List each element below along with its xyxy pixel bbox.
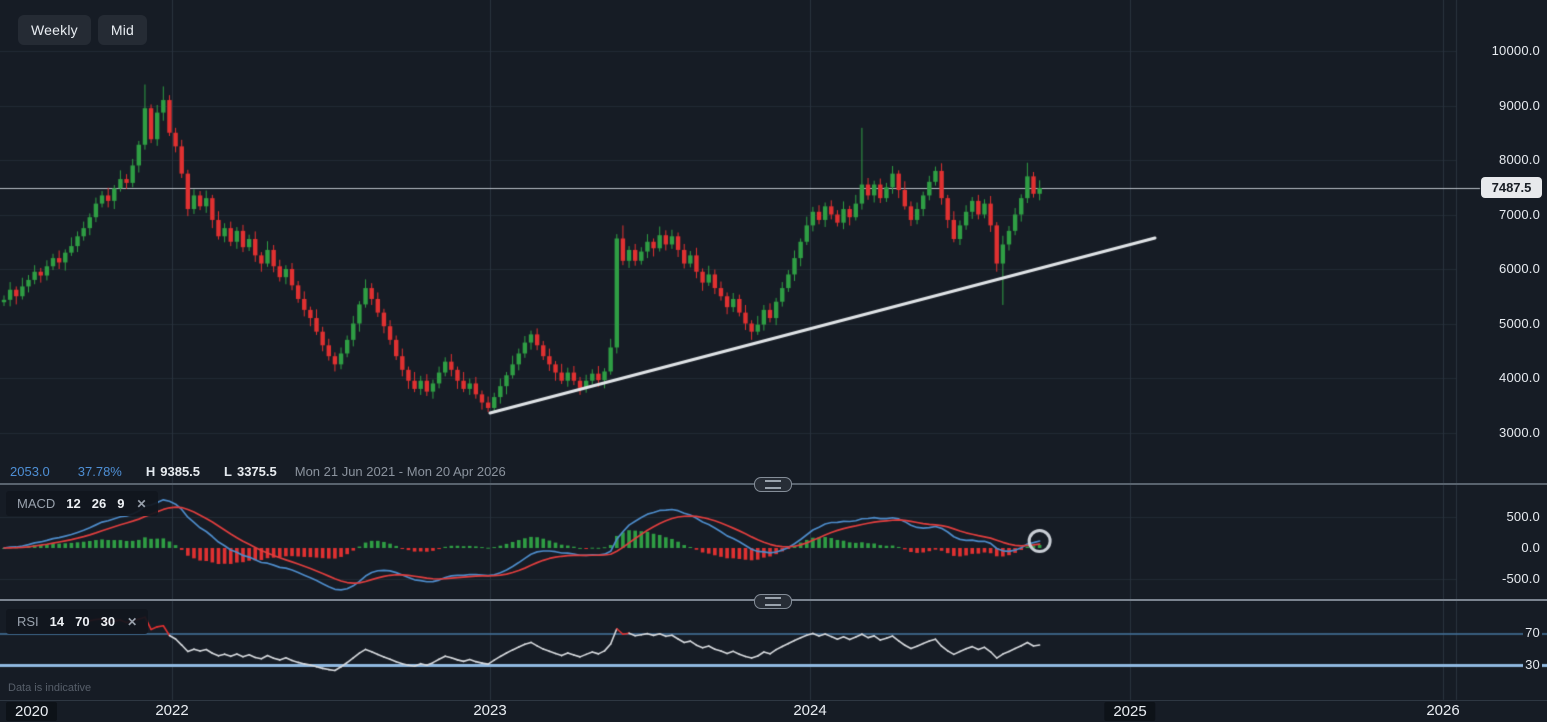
timeframe-button[interactable]: Weekly <box>18 15 91 45</box>
price-axis-label: 9000.0 <box>1499 97 1540 113</box>
macd-axis-label: -500.0 <box>1501 571 1540 586</box>
year-label: 2025 <box>1104 702 1156 721</box>
rsi-param-upper: 70 <box>75 614 90 629</box>
price-axis-label: 7000.0 <box>1499 206 1540 222</box>
high-value: 9385.5 <box>160 464 201 479</box>
price-axis-label: 10000.0 <box>1491 43 1540 58</box>
price-axis-label: 3000.0 <box>1499 424 1540 440</box>
price-axis-label: 4000.0 <box>1499 370 1540 385</box>
macd-axis-label: 0.0 <box>1521 540 1540 555</box>
rsi-param-lower: 30 <box>100 614 116 629</box>
rsi-axis-label: 70 <box>1523 625 1542 640</box>
data-indicative-note: Data is indicative <box>8 682 92 694</box>
macd-close-icon[interactable]: ✕ <box>136 496 147 511</box>
current-price-badge: 7487.5 <box>1481 177 1542 199</box>
date-range: Mon 21 Jun 2021 - Mon 20 Apr 2026 <box>294 464 506 479</box>
year-label: 2022 <box>155 702 189 719</box>
year-label: 2023 <box>473 702 507 719</box>
pane-resize-handle[interactable] <box>754 594 792 609</box>
status-row: 2053.0 37.78% H 9385.5 L 3375.5 Mon 21 J… <box>10 464 506 479</box>
chart-toolbar: Weekly Mid <box>18 15 148 45</box>
price-axis-label: 5000.0 <box>1499 315 1540 331</box>
rsi-axis-label: 30 <box>1523 656 1542 672</box>
rsi-title: RSI <box>17 614 39 629</box>
price-type-button[interactable]: Mid <box>97 15 148 45</box>
macd-legend-chip[interactable]: MACD 12 26 9 ✕ <box>6 491 158 516</box>
macd-param-signal: 9 <box>117 496 125 511</box>
low-key: L <box>224 464 232 479</box>
macd-param-fast: 12 <box>66 496 81 511</box>
year-label: 2020 <box>6 702 58 721</box>
pane-resize-handle[interactable] <box>754 477 792 492</box>
macd-title: MACD <box>17 496 56 511</box>
rsi-close-icon[interactable]: ✕ <box>127 614 138 629</box>
change-value: 2053.0 <box>10 464 50 479</box>
year-label: 2024 <box>793 702 827 719</box>
year-label: 2026 <box>1426 702 1460 719</box>
rsi-legend-chip[interactable]: RSI 14 70 30 ✕ <box>6 609 149 634</box>
grip-icon <box>765 480 781 489</box>
low-value: 3375.5 <box>236 464 277 479</box>
macd-param-slow: 26 <box>91 496 107 511</box>
grip-icon <box>765 597 781 606</box>
price-axis-label: 6000.0 <box>1499 261 1540 276</box>
rsi-param-period: 14 <box>49 614 65 629</box>
time-axis[interactable]: 2020 2022 2023 2024 2025 2026 <box>0 700 1547 722</box>
macd-axis-label: 500.0 <box>1506 509 1540 524</box>
price-axis-label: 8000.0 <box>1499 152 1540 167</box>
change-percent: 37.78% <box>77 464 122 479</box>
high-key: H <box>145 464 156 479</box>
